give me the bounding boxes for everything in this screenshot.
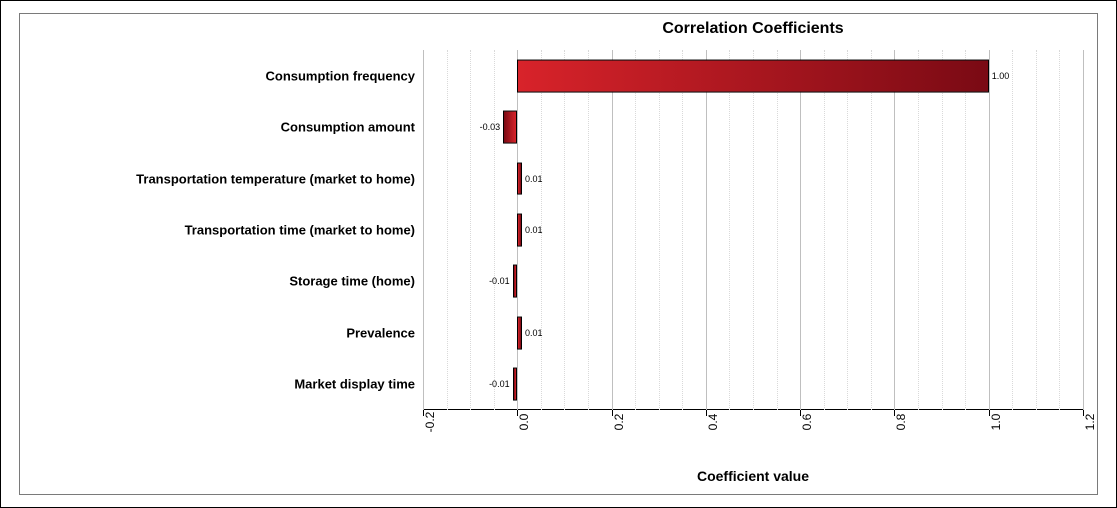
bar-slot: 0.01 [423, 204, 1083, 255]
bar-value-label: 0.01 [525, 328, 543, 338]
bar-value-label: -0.01 [489, 379, 510, 389]
bar-slot: -0.01 [423, 256, 1083, 307]
bar [517, 316, 522, 349]
bar-value-label: -0.03 [480, 122, 501, 132]
bar-value-label: -0.01 [489, 276, 510, 286]
bar-slot: 1.00 [423, 50, 1083, 101]
bar [503, 111, 517, 144]
bar [513, 368, 518, 401]
gridline-major [1083, 50, 1084, 410]
x-tick-label: 0.0 [517, 414, 531, 431]
bar [517, 162, 522, 195]
category-label: Transportation temperature (market to ho… [136, 171, 415, 186]
bar [517, 59, 988, 92]
x-tick-label: 1.2 [1083, 414, 1097, 431]
bar-value-label: 0.01 [525, 225, 543, 235]
category-label: Storage time (home) [289, 274, 415, 289]
x-tick-label: 0.4 [706, 414, 720, 431]
category-label: Market display time [294, 377, 415, 392]
category-label: Consumption amount [281, 120, 415, 135]
x-axis-title: Coefficient value [697, 468, 809, 484]
chart-panel: Correlation Coefficients -0.20.00.20.40.… [19, 13, 1098, 495]
plot-area: -0.20.00.20.40.60.81.01.2Consumption fre… [423, 50, 1083, 410]
bar-slot: 0.01 [423, 153, 1083, 204]
bar-slot: -0.01 [423, 359, 1083, 410]
chart-title: Correlation Coefficients [662, 20, 843, 38]
bar-slot: 0.01 [423, 307, 1083, 358]
x-tick-label: 0.2 [612, 414, 626, 431]
bar-value-label: 1.00 [992, 71, 1010, 81]
category-label: Transportation time (market to home) [185, 223, 415, 238]
x-tick-label: 0.6 [800, 414, 814, 431]
category-label: Consumption frequency [265, 68, 415, 83]
bar [513, 265, 518, 298]
x-tick-label: 0.8 [894, 414, 908, 431]
bar-value-label: 0.01 [525, 174, 543, 184]
bar [517, 214, 522, 247]
x-tick-label: -0.2 [423, 412, 437, 433]
bar-slot: -0.03 [423, 101, 1083, 152]
x-tick-label: 1.0 [989, 414, 1003, 431]
category-label: Prevalence [346, 325, 415, 340]
outer-frame: Correlation Coefficients -0.20.00.20.40.… [0, 0, 1117, 508]
